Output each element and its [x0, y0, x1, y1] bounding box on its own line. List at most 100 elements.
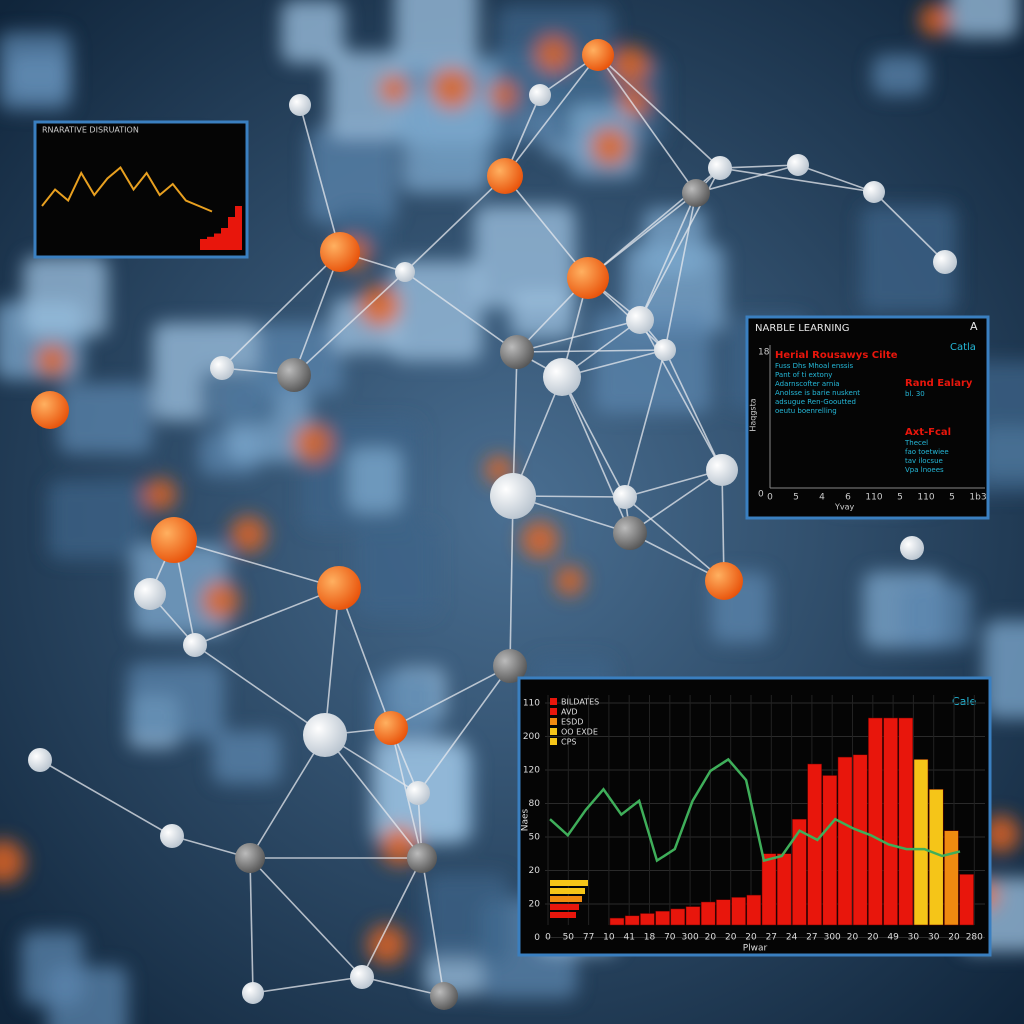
y-label: Haqgsta	[749, 398, 758, 431]
bar	[200, 239, 207, 250]
node	[406, 781, 430, 805]
cube	[390, 261, 482, 361]
cube	[983, 620, 1024, 719]
edge	[516, 349, 666, 353]
blurred-node	[590, 127, 630, 167]
edge	[639, 319, 723, 471]
edge	[624, 469, 723, 498]
bar	[852, 754, 868, 926]
bar	[655, 910, 670, 926]
cube	[127, 663, 224, 739]
bar	[822, 775, 838, 926]
edge	[597, 54, 721, 169]
blurred-node	[35, 343, 69, 378]
edge	[664, 192, 697, 351]
node	[682, 179, 710, 207]
note-line: tav ilocsue	[905, 457, 943, 465]
cube	[394, 0, 479, 69]
node	[863, 181, 885, 203]
x-tick-label: 10	[603, 933, 615, 943]
x-tick-label: 5	[793, 493, 799, 503]
edge	[873, 191, 946, 263]
blurred-node	[430, 67, 473, 110]
bar	[221, 228, 228, 250]
node	[277, 358, 311, 392]
bar	[944, 830, 959, 926]
blurred-node	[0, 839, 25, 884]
x-tick-label: 27	[766, 933, 777, 943]
legend-label: CPS	[561, 738, 577, 747]
y-label: Naes	[521, 808, 531, 831]
network	[28, 39, 957, 1010]
cube	[347, 448, 402, 513]
bar	[214, 233, 221, 250]
node	[160, 824, 184, 848]
edge	[338, 587, 392, 729]
bar	[807, 763, 822, 926]
x-tick-label: 30	[908, 933, 920, 943]
y-tick-label: 200	[523, 732, 540, 742]
node	[183, 633, 207, 657]
bar	[207, 236, 214, 250]
edge	[173, 539, 340, 589]
edge	[390, 665, 511, 729]
node	[613, 516, 647, 550]
node	[395, 262, 415, 282]
bar	[624, 915, 640, 926]
blurred-node	[378, 74, 409, 105]
edge	[404, 175, 506, 273]
panel-title: RNARATIVE DISRUATION	[42, 126, 139, 135]
bar	[685, 906, 701, 926]
x-tick-label: 70	[664, 933, 676, 943]
x-tick-label: 110	[917, 493, 934, 503]
node	[430, 982, 458, 1010]
edge	[361, 857, 423, 978]
edge	[221, 251, 341, 369]
node	[407, 843, 437, 873]
cube	[899, 583, 971, 648]
cube	[281, 0, 345, 64]
bar	[609, 917, 625, 926]
node	[134, 578, 166, 610]
x-tick-label: 50	[563, 933, 575, 943]
edge	[624, 349, 666, 498]
blurred-node	[535, 36, 572, 72]
edge	[404, 271, 518, 353]
edge	[509, 495, 514, 667]
node	[374, 711, 408, 745]
legend-label: BILDATES	[561, 698, 599, 707]
y-tick-label: 80	[529, 799, 541, 809]
node	[303, 713, 347, 757]
node	[708, 156, 732, 180]
blurred-node	[293, 423, 332, 463]
legend-swatch	[550, 708, 557, 715]
legend-swatch	[550, 738, 557, 745]
edge	[664, 349, 723, 471]
edge	[624, 496, 725, 582]
panel-title: NARBLE LEARNING	[755, 323, 850, 334]
node	[210, 356, 234, 380]
edge	[421, 857, 445, 997]
cube	[131, 543, 229, 636]
cube	[47, 966, 129, 1024]
x-label: Yvay	[834, 503, 855, 512]
node	[350, 965, 374, 989]
x-tick-label: 0	[545, 933, 551, 943]
edge	[417, 665, 511, 794]
node	[151, 517, 197, 563]
bar	[235, 206, 242, 250]
legend-swatch	[550, 698, 557, 705]
corner-label: A	[970, 320, 978, 333]
node	[543, 358, 581, 396]
x-tick-label: 300	[824, 933, 841, 943]
y-tick-label: 120	[523, 766, 540, 776]
blurred-node	[143, 477, 177, 511]
x-tick-label: 20	[847, 933, 859, 943]
bar	[731, 897, 746, 926]
panel-tag: Cale	[952, 695, 976, 708]
x-tick-label: 5	[949, 493, 955, 503]
bar	[837, 756, 853, 926]
bar	[640, 913, 655, 926]
